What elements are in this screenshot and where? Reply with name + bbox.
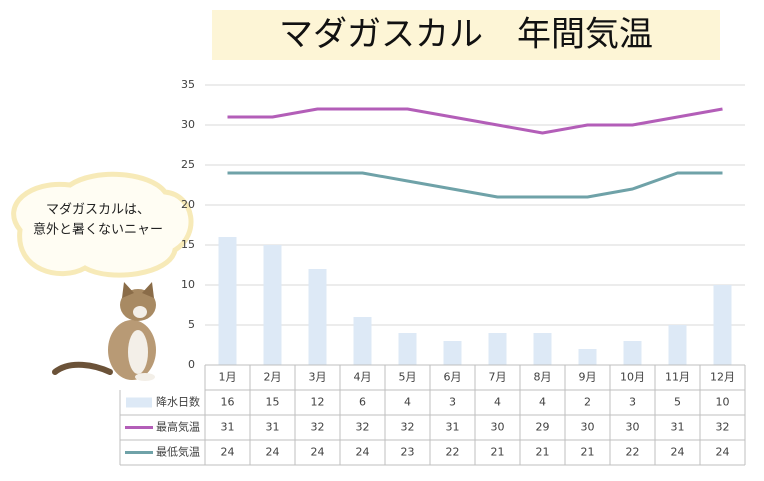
table-cell: 31 <box>446 421 460 434</box>
annotation: マダガスカルは、 <box>46 203 150 218</box>
bar <box>713 285 732 365</box>
table-cell: 32 <box>311 421 325 434</box>
table-cell: 22 <box>446 446 460 459</box>
table-cell: 12 <box>311 396 325 409</box>
y-tick-label: 10 <box>181 278 195 291</box>
x-tick-label: 8月 <box>534 371 552 384</box>
table-cell: 30 <box>626 421 640 434</box>
legend-swatch <box>126 397 152 408</box>
table-cell: 6 <box>359 396 366 409</box>
x-tick-label: 9月 <box>579 371 597 384</box>
cat-illustration <box>52 282 156 381</box>
legend-label: 最低気温 <box>156 445 200 459</box>
table-cell: 4 <box>494 396 501 409</box>
y-tick-label: 15 <box>181 238 195 251</box>
table-cell: 30 <box>581 421 595 434</box>
x-tick-label: 7月 <box>489 371 507 384</box>
x-tick-label: 12月 <box>710 371 735 384</box>
table-cell: 3 <box>449 396 456 409</box>
table-cell: 5 <box>674 396 681 409</box>
bar <box>488 333 507 365</box>
title-box <box>212 10 720 60</box>
bar <box>218 237 237 365</box>
table-cell: 10 <box>716 396 730 409</box>
table-cell: 15 <box>266 396 280 409</box>
bar <box>533 333 552 365</box>
y-tick-label: 20 <box>181 198 195 211</box>
table-cell: 24 <box>356 446 370 459</box>
table-cell: 4 <box>539 396 546 409</box>
table-cell: 3 <box>629 396 636 409</box>
line <box>227 107 723 135</box>
table-cell: 31 <box>266 421 280 434</box>
bar <box>443 341 462 365</box>
bar <box>623 341 642 365</box>
x-tick-label: 11月 <box>665 371 690 384</box>
table-cell: 31 <box>671 421 685 434</box>
table-cell: 2 <box>584 396 591 409</box>
annotation: 意外と暑くないニャー <box>33 222 163 238</box>
line <box>227 171 723 199</box>
table-cell: 21 <box>536 446 550 459</box>
table-cell: 29 <box>536 421 550 434</box>
y-tick-label: 25 <box>181 158 195 171</box>
table-cell: 32 <box>356 421 370 434</box>
bar <box>308 269 327 365</box>
legend-label: 最高気温 <box>156 420 200 434</box>
bar <box>668 325 687 365</box>
table-cell: 23 <box>401 446 415 459</box>
y-tick-label: 0 <box>188 358 195 371</box>
bar <box>353 317 372 365</box>
table-cell: 4 <box>404 396 411 409</box>
table-cell: 24 <box>311 446 325 459</box>
x-tick-label: 3月 <box>309 371 327 384</box>
legend-label: 降水日数 <box>156 395 200 409</box>
x-tick-label: 5月 <box>399 371 417 384</box>
x-tick-label: 6月 <box>444 371 462 384</box>
table-cell: 16 <box>221 396 235 409</box>
table-cell: 24 <box>671 446 685 459</box>
x-tick-label: 10月 <box>620 371 645 384</box>
x-tick-label: 2月 <box>264 371 282 384</box>
y-tick-label: 30 <box>181 118 195 131</box>
bar <box>578 349 597 365</box>
table-cell: 24 <box>221 446 235 459</box>
table-cell: 32 <box>716 421 730 434</box>
table-cell: 21 <box>581 446 595 459</box>
table-cell: 32 <box>401 421 415 434</box>
y-tick-label: 35 <box>181 78 195 91</box>
speech-bubble <box>11 171 194 278</box>
chart-title: マダガスカル 年間気温 <box>279 15 653 55</box>
bar <box>398 333 417 365</box>
x-tick-label: 4月 <box>354 371 372 384</box>
table-cell: 31 <box>221 421 235 434</box>
table-cell: 24 <box>266 446 280 459</box>
table-cell: 24 <box>716 446 730 459</box>
table-cell: 21 <box>491 446 505 459</box>
y-tick-label: 5 <box>188 318 195 331</box>
table-cell: 22 <box>626 446 640 459</box>
x-tick-label: 1月 <box>219 371 237 384</box>
bar <box>263 245 282 365</box>
table-cell: 30 <box>491 421 505 434</box>
